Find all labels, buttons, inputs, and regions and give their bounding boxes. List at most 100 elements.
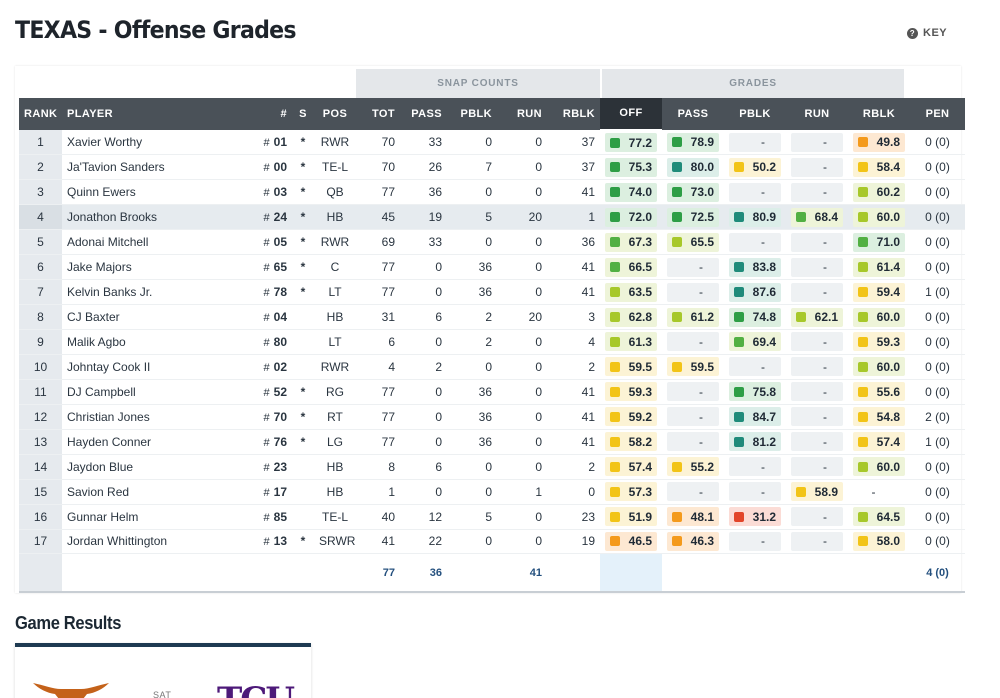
col-grade-off[interactable]: OFF bbox=[600, 98, 662, 132]
grade-color-indicator bbox=[734, 262, 744, 273]
col-player[interactable]: PLAYER bbox=[62, 98, 240, 130]
table-row[interactable]: 14 Jaydon Blue # 23 HB 8 6 0 0 2 57.4 55.2- -60.0 0 … bbox=[19, 454, 965, 480]
player-name-link[interactable]: DJ Campbell bbox=[62, 379, 240, 405]
grade-color-indicator bbox=[610, 486, 620, 497]
penalties-cell: 0 (0) bbox=[910, 454, 965, 480]
game-result-card[interactable]: SAT TCU bbox=[15, 643, 311, 698]
snaps-rblk-cell: 41 bbox=[547, 379, 600, 405]
grade-pblk-badge: - bbox=[729, 132, 781, 152]
player-name-link[interactable]: CJ Baxter bbox=[62, 304, 240, 330]
grade-color-indicator bbox=[610, 511, 620, 522]
table-row[interactable]: 2 Ja'Tavion Sanders # 00 * TE-L 70 26 7 0 37 75.3 8… bbox=[19, 154, 965, 181]
jersey-number: 52 bbox=[273, 384, 287, 399]
col-grade-pblk[interactable]: PBLK bbox=[724, 98, 786, 130]
table-row[interactable]: 6 Jake Majors # 65 * C 77 0 36 0 41 66.5-83.8-61.4… bbox=[19, 254, 965, 281]
player-name-link[interactable]: Jaydon Blue bbox=[62, 454, 240, 480]
col-snaps-run[interactable]: RUN bbox=[497, 98, 547, 130]
snaps-pass-cell: 26 bbox=[400, 154, 447, 181]
player-name-link[interactable]: Quinn Ewers bbox=[62, 179, 240, 206]
grade-empty-dash: - bbox=[823, 160, 827, 175]
table-row[interactable]: 16 Gunnar Helm # 85 TE-L 40 12 5 0 23 51.9 48.1 31.… bbox=[19, 504, 965, 530]
grade-pass-badge: - bbox=[667, 257, 719, 277]
col-snaps-pblk[interactable]: PBLK bbox=[447, 98, 497, 130]
starter-marker: * bbox=[292, 130, 314, 156]
col-grade-pass[interactable]: PASS bbox=[662, 98, 724, 130]
grade-off-cell: 51.9 bbox=[600, 504, 662, 530]
table-row[interactable]: 10 Johntay Cook II # 02 RWR 4 2 0 0 2 59.5 59.5- -6… bbox=[19, 354, 965, 380]
grade-value: 75.8 bbox=[752, 384, 776, 399]
table-row[interactable]: 3 Quinn Ewers # 03 * QB 77 36 0 0 41 74.0 73.0- -60.… bbox=[19, 179, 965, 206]
grade-pass-cell: 46.3 bbox=[662, 529, 724, 555]
table-row[interactable]: 11 DJ Campbell # 52 * RG 77 0 36 0 41 59.3-75.8-55… bbox=[19, 379, 965, 405]
col-grade-run[interactable]: RUN bbox=[786, 98, 848, 130]
snaps-rblk-cell: 41 bbox=[547, 429, 600, 455]
table-row[interactable]: 17 Jordan Whittington # 13 * SRWR 41 22 0 0 19 46.… bbox=[19, 529, 965, 555]
player-name-link[interactable]: Kelvin Banks Jr. bbox=[62, 279, 240, 306]
col-number[interactable]: # bbox=[240, 98, 292, 130]
grade-pblk-badge: 31.2 bbox=[729, 507, 781, 527]
table-row[interactable]: 12 Christian Jones # 70 * RT 77 0 36 0 41 59.2-84.… bbox=[19, 404, 965, 430]
grade-empty-dash: - bbox=[823, 260, 827, 275]
grade-color-indicator bbox=[734, 386, 744, 397]
table-row[interactable]: 13 Hayden Conner # 76 * LG 77 0 36 0 41 58.2-81.2-… bbox=[19, 429, 965, 455]
snaps-total-cell: 77 bbox=[356, 404, 400, 430]
col-snaps-pass[interactable]: PASS bbox=[400, 98, 447, 130]
snaps-run-cell: 0 bbox=[497, 329, 547, 355]
player-name-link[interactable]: Jake Majors bbox=[62, 254, 240, 281]
col-penalties[interactable]: PEN bbox=[910, 98, 965, 130]
hash-symbol: # bbox=[263, 262, 273, 275]
col-position[interactable]: POS bbox=[314, 98, 356, 130]
snaps-pblk-cell: 0 bbox=[447, 130, 497, 156]
table-row[interactable]: 8 CJ Baxter # 04 HB 31 6 2 20 3 62.8 61.2 74.8 62.1 6… bbox=[19, 304, 965, 330]
table-row[interactable]: 15 Savion Red # 17 HB 1 0 0 1 0 57.3- -58.9-0 (0) bbox=[19, 479, 965, 505]
grade-pblk-cell: - bbox=[724, 179, 786, 206]
player-name-link[interactable]: Xavier Worthy bbox=[62, 130, 240, 156]
grade-value: 46.3 bbox=[690, 534, 714, 549]
snaps-pass-cell: 33 bbox=[400, 130, 447, 156]
player-name-link[interactable]: Savion Red bbox=[62, 479, 240, 505]
grade-color-indicator bbox=[858, 137, 868, 148]
player-name-link[interactable]: Jonathon Brooks bbox=[62, 204, 240, 231]
table-row[interactable]: 5 Adonai Mitchell # 05 * RWR 69 33 0 0 36 67.3 65.5… bbox=[19, 229, 965, 256]
grade-run-cell: - bbox=[786, 154, 848, 181]
key-button[interactable]: ? KEY bbox=[907, 27, 947, 39]
grade-off-badge: 66.5 bbox=[605, 257, 657, 277]
player-name-link[interactable]: Hayden Conner bbox=[62, 429, 240, 455]
grade-color-indicator bbox=[610, 262, 620, 273]
jersey-number-cell: # 78 bbox=[240, 279, 292, 306]
grade-value: 59.3 bbox=[876, 334, 900, 349]
grade-run-cell: - bbox=[786, 354, 848, 380]
table-row[interactable]: 1 Xavier Worthy # 01 * RWR 70 33 0 0 37 77.2 78.9- -… bbox=[19, 130, 965, 156]
longhorn-logo-icon bbox=[33, 683, 109, 698]
col-rank[interactable]: RANK bbox=[19, 98, 62, 130]
grade-pass-cell: - bbox=[662, 404, 724, 430]
snaps-pblk-cell: 0 bbox=[447, 529, 497, 555]
player-name-link[interactable]: Johntay Cook II bbox=[62, 354, 240, 380]
player-name-link[interactable]: Jordan Whittington bbox=[62, 529, 240, 555]
grade-pass-cell: 72.5 bbox=[662, 204, 724, 231]
grade-pblk-cell: - bbox=[724, 229, 786, 256]
col-snaps-total[interactable]: TOT bbox=[356, 98, 400, 130]
table-row[interactable]: 7 Kelvin Banks Jr. # 78 * LT 77 0 36 0 41 63.5-87.… bbox=[19, 279, 965, 306]
col-snaps-rblk[interactable]: RBLK bbox=[547, 98, 600, 130]
starter-marker bbox=[292, 504, 314, 530]
table-row[interactable]: 4 Jonathon Brooks # 24 * HB 45 19 5 20 1 72.0 72.5 8… bbox=[19, 204, 965, 231]
grade-value: 81.2 bbox=[752, 434, 776, 449]
table-body: 1 Xavier Worthy # 01 * RWR 70 33 0 0 37 77.2 78.9- -… bbox=[19, 130, 965, 555]
grade-rblk-badge: 60.0 bbox=[853, 207, 905, 227]
player-name-link[interactable]: Christian Jones bbox=[62, 404, 240, 430]
table-row[interactable]: 9 Malik Agbo # 80 LT 6 0 2 0 4 61.3-69.4-59.3 0 (0… bbox=[19, 329, 965, 355]
grade-pass-badge: 72.5 bbox=[667, 207, 719, 227]
player-name-link[interactable]: Adonai Mitchell bbox=[62, 229, 240, 256]
col-starter[interactable]: S bbox=[292, 98, 314, 130]
grade-pass-cell: 73.0 bbox=[662, 179, 724, 206]
grade-empty-dash: - bbox=[761, 484, 765, 499]
snaps-rblk-cell: 41 bbox=[547, 254, 600, 281]
player-name-link[interactable]: Malik Agbo bbox=[62, 329, 240, 355]
player-name-link[interactable]: Ja'Tavion Sanders bbox=[62, 154, 240, 181]
grade-value: 57.3 bbox=[628, 484, 652, 499]
grade-rblk-cell: 60.0 bbox=[848, 304, 910, 330]
grade-run-badge: - bbox=[791, 432, 843, 452]
col-grade-rblk[interactable]: RBLK bbox=[848, 98, 910, 130]
player-name-link[interactable]: Gunnar Helm bbox=[62, 504, 240, 530]
